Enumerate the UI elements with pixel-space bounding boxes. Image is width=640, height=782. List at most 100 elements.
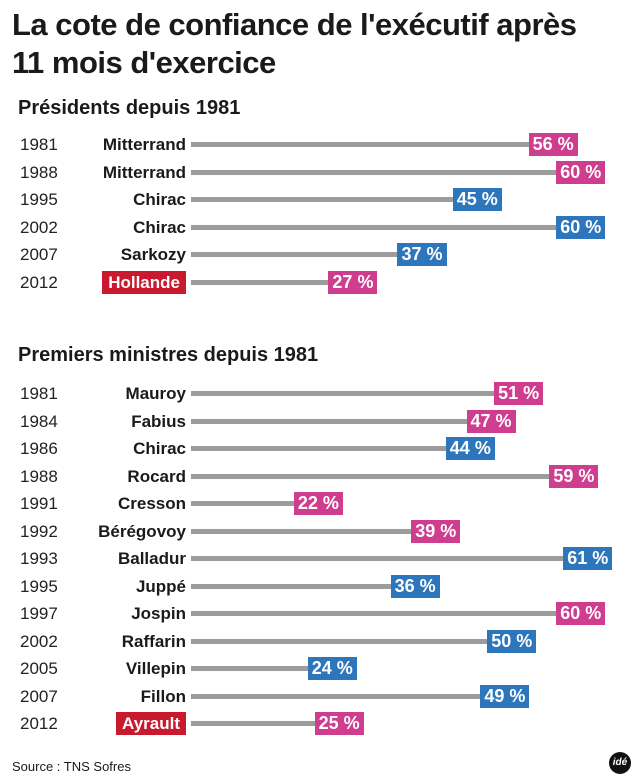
bar-line <box>191 446 485 451</box>
bar-line <box>191 528 451 534</box>
bar-value-label: 36 % <box>390 574 440 598</box>
chart-row: 1984 Fabius 47 % <box>0 408 640 435</box>
row-name-label: Sarkozy <box>120 245 186 264</box>
row-name-label: Juppé <box>135 576 186 596</box>
chart-row: 2002 Raffarin 50 % <box>0 628 640 655</box>
chart-row: 1986 Chirac 44 % <box>0 435 640 462</box>
bar-line <box>191 169 596 175</box>
row-name-label: Cresson <box>117 494 186 513</box>
bar-line <box>191 224 596 230</box>
chart-row: 1988 Rocard 59 % <box>0 463 640 490</box>
bar-value-label: 49 % <box>480 684 530 708</box>
bar-value-label: 61 % <box>563 547 613 570</box>
bar-value-label: 47 % <box>466 409 516 433</box>
chart-row: 2007 Fillon 49 % <box>0 683 640 710</box>
row-name-label: Chirac <box>133 439 186 458</box>
chart-row: 1991 Cresson 22 % <box>0 490 640 517</box>
row-year-label: 1993 <box>20 549 58 568</box>
bar-line <box>191 252 437 257</box>
bar-value-label: 22 % <box>293 492 343 515</box>
row-year-label: 1992 <box>20 521 58 541</box>
bar-line <box>191 142 568 147</box>
row-year-label: 1991 <box>20 494 58 513</box>
bar-value-label: 60 % <box>556 215 606 239</box>
bar-line <box>191 473 589 479</box>
bar-value-label: 50 % <box>487 629 537 653</box>
row-year-label: 1986 <box>20 439 58 458</box>
row-year-label: 2007 <box>20 686 58 706</box>
presidents-section-title: Présidents depuis 1981 <box>18 97 241 119</box>
row-year-label: 1981 <box>20 384 58 403</box>
row-year-label: 1995 <box>20 190 58 209</box>
chart-title: La cote de confiance de l'exécutif après… <box>12 7 577 80</box>
row-year-label: 2005 <box>20 659 58 678</box>
row-name-label: Mauroy <box>125 384 186 403</box>
row-name-label: Mitterrand <box>102 135 186 154</box>
chart-row: 2007 Sarkozy 37 % <box>0 241 640 268</box>
bar-value-label: 51 % <box>494 382 544 405</box>
row-year-label: 2007 <box>20 245 58 264</box>
chart-row: 2012 Ayrault 25 % <box>0 710 640 737</box>
prime-ministers-section-title: Premiers ministres depuis 1981 <box>18 344 319 366</box>
row-name-label: Fabius <box>131 411 186 431</box>
bar-line <box>191 611 596 616</box>
row-name-label-highlighted: Hollande <box>102 270 186 294</box>
row-name-label: Raffarin <box>121 631 186 651</box>
chart-row: 1995 Chirac 45 % <box>0 186 640 213</box>
bar-line <box>191 583 430 589</box>
chart-row: 1993 Balladur 61 % <box>0 545 640 572</box>
bar-line <box>191 418 506 424</box>
bar-value-label: 39 % <box>411 519 461 543</box>
bar-value-label: 44 % <box>445 437 495 460</box>
chart-row: 1981 Mauroy 51 % <box>0 380 640 407</box>
bar-line <box>191 279 368 285</box>
row-name-label: Chirac <box>133 190 186 209</box>
row-year-label: 1981 <box>20 135 58 154</box>
bar-value-label: 24 % <box>307 657 357 680</box>
row-year-label: 2012 <box>20 272 58 292</box>
chart-row: 2002 Chirac 60 % <box>0 214 640 241</box>
bar-line <box>191 721 354 726</box>
bar-value-label: 37 % <box>397 243 447 266</box>
row-year-label: 1984 <box>20 411 58 431</box>
chart-row: 1988 Mitterrand 60 % <box>0 159 640 186</box>
row-name-label: Mitterrand <box>102 162 186 182</box>
bar-value-label: 59 % <box>549 464 599 488</box>
bar-value-label: 25 % <box>314 712 364 735</box>
row-name-label: Fillon <box>140 686 186 706</box>
bar-line <box>191 693 520 699</box>
row-year-label: 2012 <box>20 714 58 733</box>
row-name-label: Chirac <box>133 217 186 237</box>
chart-row: 1997 Jospin 60 % <box>0 600 640 627</box>
bar-value-label: 60 % <box>556 160 606 184</box>
row-year-label: 2002 <box>20 631 58 651</box>
publisher-logo: idé <box>609 752 631 774</box>
row-year-label: 1997 <box>20 604 58 623</box>
row-name-label: Balladur <box>117 549 186 568</box>
bar-line <box>191 501 333 506</box>
bar-value-label: 56 % <box>528 133 578 156</box>
bar-line <box>191 556 603 561</box>
bar-value-label: 27 % <box>328 270 378 294</box>
chart-row: 1981 Mitterrand 56 % <box>0 131 640 158</box>
row-name-label: Rocard <box>127 466 186 486</box>
bar-value-label: 45 % <box>452 188 502 211</box>
row-year-label: 2002 <box>20 217 58 237</box>
bar-line <box>191 391 534 396</box>
chart-row: 2012 Hollande 27 % <box>0 269 640 296</box>
row-year-label: 1995 <box>20 576 58 596</box>
row-name-label: Villepin <box>125 659 186 678</box>
bar-line <box>191 197 492 202</box>
row-name-label-highlighted: Ayrault <box>116 712 186 735</box>
row-year-label: 1988 <box>20 466 58 486</box>
row-name-label: Bérégovoy <box>98 521 186 541</box>
source-note: Source : TNS Sofres <box>12 759 131 774</box>
chart-row: 1992 Bérégovoy 39 % <box>0 518 640 545</box>
bar-line <box>191 638 527 644</box>
chart-row: 2005 Villepin 24 % <box>0 655 640 682</box>
row-year-label: 1988 <box>20 162 58 182</box>
bar-line <box>191 666 347 671</box>
chart-row: 1995 Juppé 36 % <box>0 573 640 600</box>
row-name-label: Jospin <box>131 604 186 623</box>
bar-value-label: 60 % <box>556 602 606 625</box>
